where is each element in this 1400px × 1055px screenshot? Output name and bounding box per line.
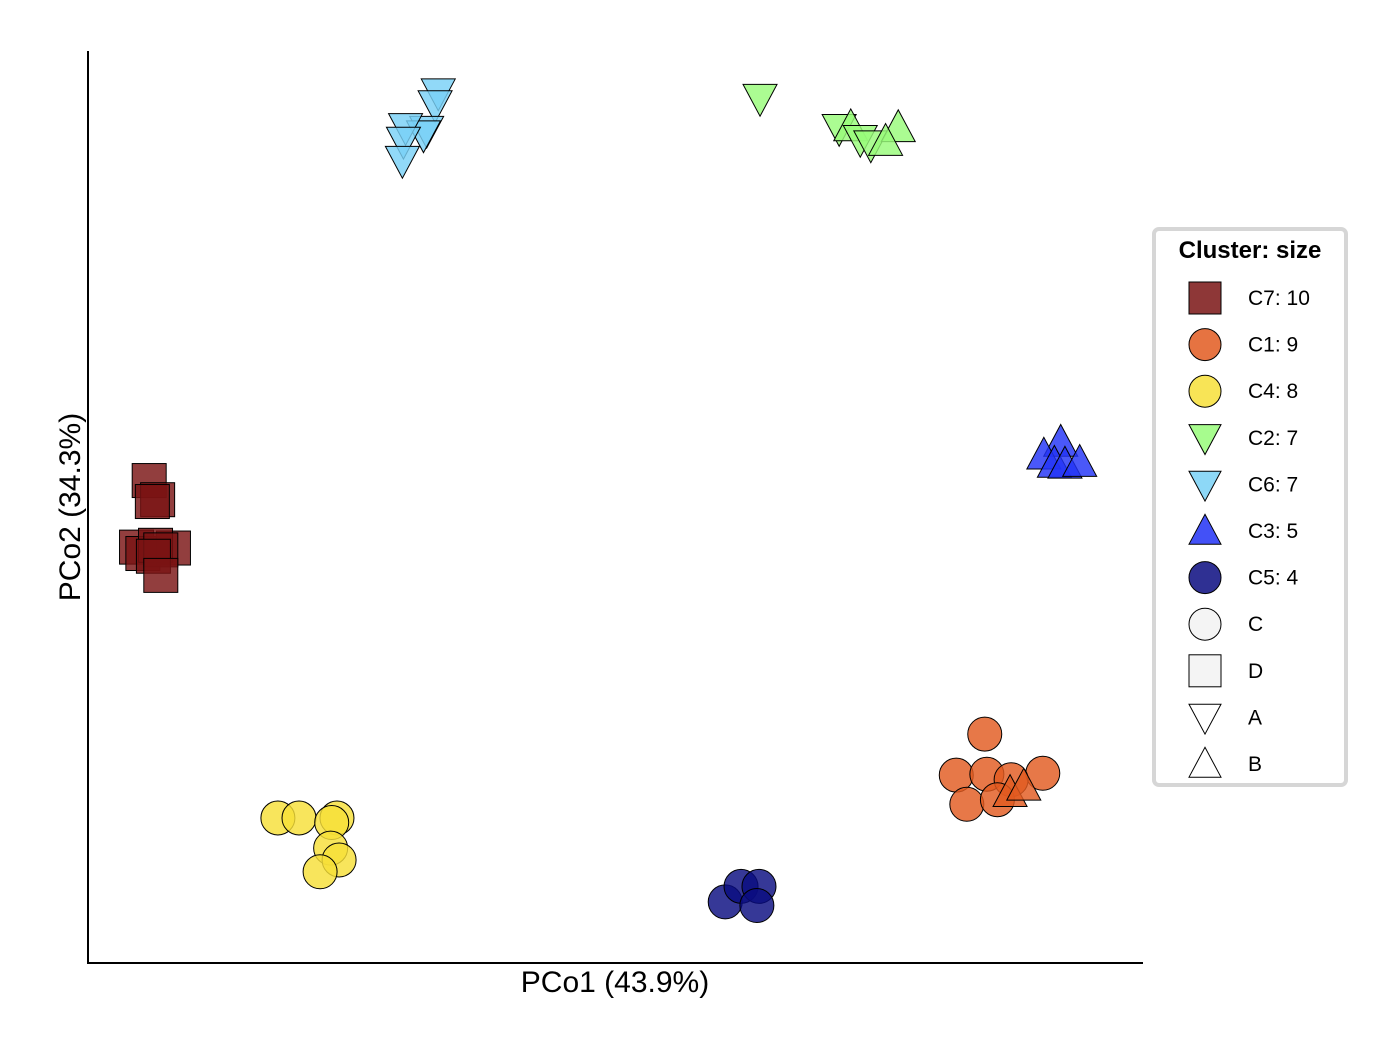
legend-entry: C5: 4: [1188, 561, 1299, 595]
data-point: [384, 145, 421, 180]
legend-label: C6: 7: [1248, 473, 1298, 496]
legend-marker: [1188, 374, 1222, 408]
legend-frame: [1152, 227, 1348, 787]
legend-label: C3: 5: [1248, 520, 1298, 543]
data-point: [417, 90, 453, 124]
legend-marker: [1188, 424, 1222, 456]
legend-title: Cluster: size: [1179, 237, 1322, 264]
series-5: [1025, 423, 1098, 479]
legend-marker: [1188, 281, 1222, 315]
legend-label: C: [1248, 613, 1263, 636]
legend-label: C5: 4: [1248, 567, 1299, 590]
legend-entry: B: [1188, 746, 1262, 778]
legend-label: C7: 10: [1248, 287, 1310, 310]
data-point: [967, 716, 1003, 752]
legend-marker: [1188, 654, 1222, 688]
data-point: [867, 122, 904, 156]
series-3: [742, 83, 917, 164]
legend-marker: [1188, 746, 1222, 778]
legend-label: A: [1248, 706, 1262, 729]
legend-entry: C2: 7: [1188, 424, 1298, 456]
legend-label: C1: 9: [1248, 334, 1298, 357]
data-point: [281, 800, 317, 836]
series-0: [119, 463, 191, 593]
legend-entry: A: [1188, 703, 1262, 736]
x-axis-label: PCo1 (43.9%): [521, 966, 709, 999]
data-point: [949, 786, 985, 822]
legend-marker: [1188, 328, 1222, 362]
legend-label: D: [1248, 660, 1263, 683]
data-point: [385, 126, 422, 161]
legend-entry: C1: 9: [1188, 328, 1298, 362]
legend-entry: C6: 7: [1188, 470, 1298, 503]
legend: Cluster: size C7: 10 C1: 9 C4: 8 C2: 7 C6: 7…: [1152, 227, 1348, 787]
legend-entry: C7: 10: [1188, 281, 1310, 315]
series-2: [260, 800, 357, 890]
data-points-layer: [119, 78, 1098, 924]
series-4: [384, 78, 457, 180]
legend-entry: C: [1188, 607, 1263, 641]
series-6: [707, 868, 777, 924]
legend-entry: C3: 5: [1188, 513, 1298, 545]
legend-marker: [1188, 607, 1222, 641]
legend-label: B: [1248, 753, 1262, 776]
legend-marker: [1188, 470, 1222, 503]
legend-entry: C4: 8: [1188, 374, 1298, 408]
series-1: [938, 716, 1061, 822]
data-point: [302, 854, 338, 890]
legend-entries: C7: 10 C1: 9 C4: 8 C2: 7 C6: 7 C3: 5 C5: 4 C DA B: [1188, 281, 1310, 778]
data-point: [1005, 767, 1042, 801]
legend-label: C2: 7: [1248, 427, 1298, 450]
legend-marker: [1188, 561, 1222, 595]
y-axis-label: PCo2 (34.3%): [54, 413, 87, 601]
data-point: [739, 888, 775, 924]
legend-label: C4: 8: [1248, 380, 1298, 403]
data-point: [143, 557, 179, 593]
legend-entry: D: [1188, 654, 1263, 688]
data-point: [742, 83, 778, 118]
data-point: [134, 484, 170, 520]
legend-marker: [1188, 703, 1222, 736]
data-point: [1061, 443, 1098, 477]
legend-marker: [1188, 513, 1222, 545]
